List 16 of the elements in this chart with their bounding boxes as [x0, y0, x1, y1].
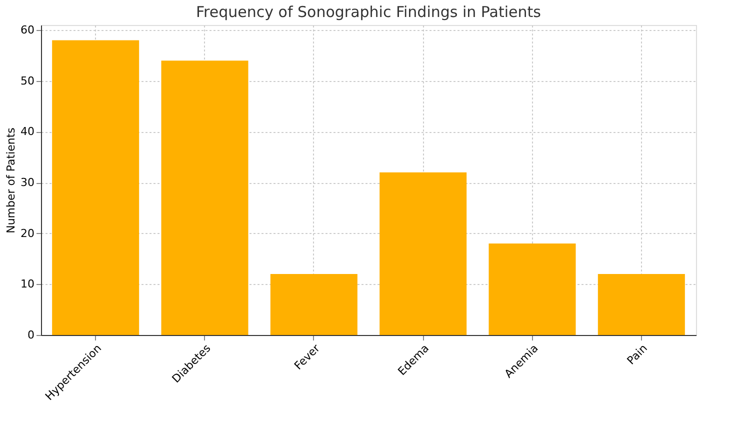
bar [598, 274, 685, 335]
y-tick-label: 30 [20, 176, 34, 190]
bar [488, 244, 576, 335]
y-tick-label: 0 [28, 328, 34, 342]
bar [161, 60, 248, 335]
bar [52, 40, 140, 335]
bar [380, 172, 467, 335]
y-tick-label: 40 [20, 125, 34, 138]
y-tick-label: 10 [20, 278, 34, 291]
chart-title: Frequency of Sonographic Findings in Patients [196, 3, 542, 22]
y-tick-label: 20 [20, 226, 34, 240]
bar [270, 274, 358, 335]
y-tick-label: 60 [20, 24, 34, 37]
x-tick-label: Pain [624, 342, 650, 368]
y-tick-label: 50 [20, 74, 34, 88]
y-axis-title: Number of Patients [4, 127, 18, 234]
